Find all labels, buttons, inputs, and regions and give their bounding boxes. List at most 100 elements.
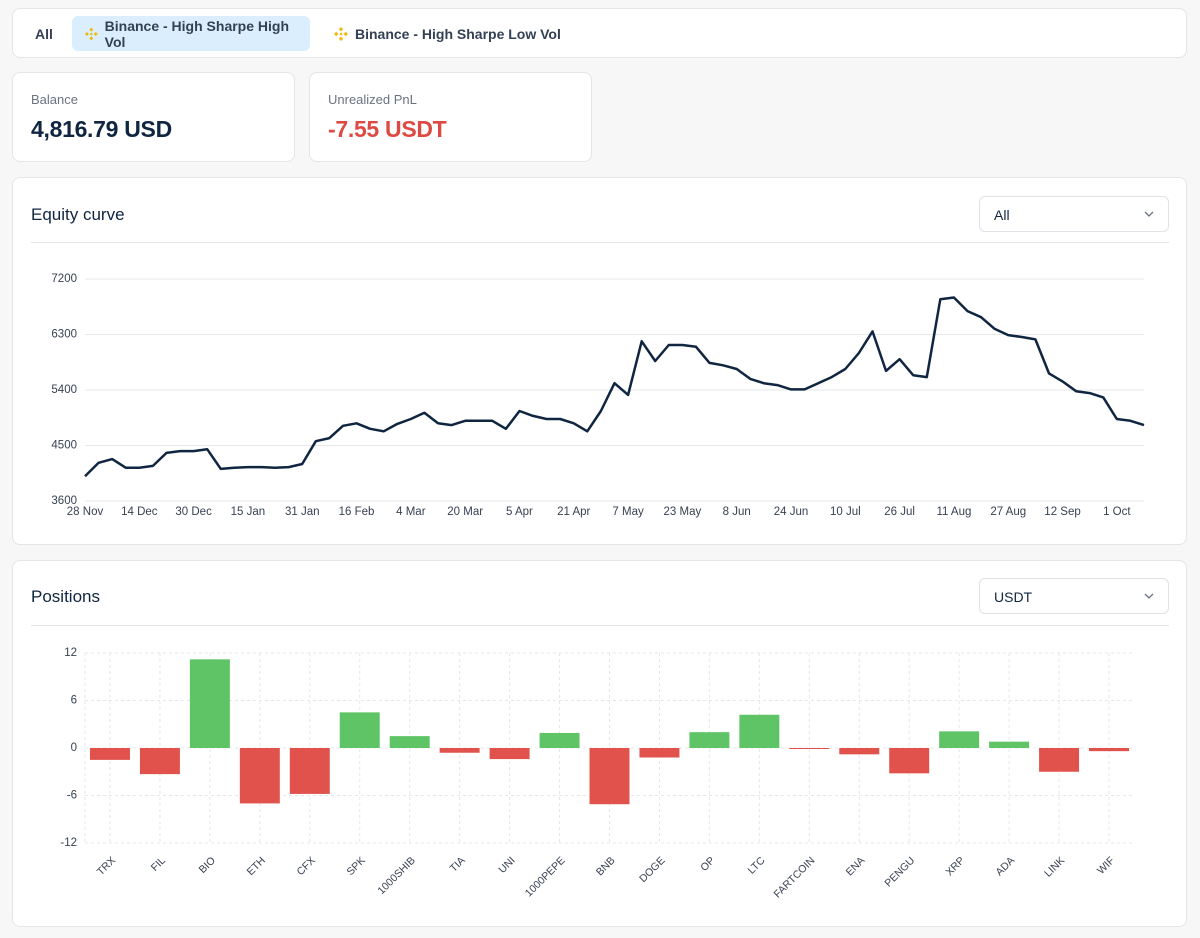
bar [1039, 748, 1080, 772]
x-tick-label: 4 Mar [396, 506, 426, 518]
equity-card: Equity curve All 3600 4500 5400 6300 7200 28 … [12, 177, 1187, 545]
x-tick-label: FARTCOIN [772, 855, 818, 901]
x-tick-label: 30 Dec [175, 506, 212, 518]
x-tick-label: TRX [95, 855, 118, 878]
x-tick-label: 28 Nov [67, 506, 104, 518]
bar [639, 748, 680, 758]
x-tick-label: 14 Dec [121, 506, 158, 518]
pnl-card: Unrealized PnL -7.55 USDT [309, 72, 592, 162]
card-value: 4,816.79 USD [31, 116, 172, 142]
x-tick-label: 1 Oct [1103, 506, 1131, 518]
y-tick-label: 6300 [51, 329, 77, 341]
tab[interactable]: Binance - High Sharpe Low Vol [321, 16, 575, 51]
chart: 12 6 0 -6 -12 TRX FIL BIO ETH CFX SPK 1000SHIB TIA UN… [60, 647, 1134, 901]
x-tick-label: 26 Jul [884, 506, 915, 518]
positions-card: Positions USDT 12 6 0 -6 -12 TRX FIL BIO ETH CFX S… [12, 560, 1187, 927]
x-tick-label: 7 May [612, 506, 644, 518]
x-tick-label: DOGE [637, 855, 667, 885]
x-tick-label: LTC [745, 854, 767, 876]
card-value: -7.55 USDT [328, 116, 447, 142]
card-label: Balance [31, 92, 78, 107]
x-tick-label: 27 Aug [990, 506, 1026, 518]
x-tick-label: 8 Jun [723, 506, 751, 518]
y-tick-label: 5400 [51, 384, 77, 396]
tab-label: Binance - High Sharpe Low Vol [355, 25, 561, 42]
x-tick-label: 23 May [664, 506, 702, 518]
y-tick-label: -12 [60, 837, 77, 849]
y-tick-label: 12 [64, 647, 77, 659]
bar [139, 748, 180, 775]
bar [339, 712, 380, 748]
divider [31, 242, 1169, 243]
tab[interactable]: All [35, 25, 53, 42]
x-tick-label: LINK [1042, 855, 1067, 880]
x-tick-label: ETH [245, 855, 268, 878]
x-tick-label: 21 Apr [557, 506, 590, 518]
x-tick-label: WIF [1095, 855, 1117, 877]
x-tick-label: CFX [295, 855, 318, 878]
x-tick-label: 5 Apr [506, 506, 533, 518]
x-tick-label: 12 Sep [1044, 506, 1080, 518]
x-tick-label: OP [698, 855, 717, 874]
x-tick-label: 24 Jun [774, 506, 809, 518]
x-tick-label: 11 Aug [936, 506, 971, 518]
dropdown-value: USDT [994, 589, 1033, 605]
tab[interactable]: Binance - High Sharpe High Vol [72, 16, 310, 51]
binance-icon [334, 26, 348, 41]
bar [289, 748, 330, 794]
bar [689, 732, 730, 748]
chart: 3600 4500 5400 6300 7200 28 Nov 14 Dec 30 Dec 15… [51, 273, 1145, 518]
bar [539, 732, 580, 748]
bar [989, 741, 1030, 748]
x-tick-label: SPK [344, 855, 367, 878]
bar [839, 748, 880, 755]
bar [789, 748, 830, 749]
x-tick-label: BIO [197, 855, 218, 876]
x-tick-label: ENA [844, 855, 868, 879]
dropdown[interactable]: USDT [979, 578, 1169, 614]
x-tick-label: PENGU [882, 855, 917, 890]
x-tick-label: BNB [594, 855, 618, 879]
x-tick-label: TIA [448, 855, 468, 875]
bar [239, 748, 280, 804]
x-tick-label: 31 Jan [285, 506, 320, 518]
bar [489, 748, 530, 760]
y-tick-label: 4500 [51, 440, 77, 452]
chevron [1144, 593, 1154, 599]
chart-title: Equity curve [31, 205, 125, 224]
x-tick-label: 15 Jan [231, 506, 266, 518]
x-tick-label: ADA [993, 855, 1017, 879]
dropdown[interactable]: All [979, 196, 1169, 232]
tab-bar: All Binance - High Sharpe High Vol Binan… [12, 8, 1187, 58]
y-tick-label: 6 [71, 695, 77, 707]
x-tick-label: 10 Jul [830, 506, 861, 518]
chart-title: Positions [31, 587, 100, 606]
bar [739, 714, 780, 748]
bar [439, 748, 480, 753]
x-tick-label: UNI [496, 855, 517, 876]
x-tick-label: 1000PEPE [523, 855, 568, 900]
tab-label: Binance - High Sharpe High Vol [104, 17, 290, 50]
bar [89, 748, 130, 760]
chevron [1144, 211, 1154, 217]
bar [189, 659, 230, 748]
dropdown-value: All [994, 207, 1010, 223]
y-tick-label: 3600 [51, 495, 77, 507]
bar [589, 748, 630, 805]
binance-icon [84, 27, 98, 40]
x-tick-label: XRP [944, 855, 968, 879]
y-tick-label: 0 [71, 742, 77, 754]
balance-card: Balance 4,816.79 USD [12, 72, 295, 162]
divider [31, 625, 1169, 626]
x-tick-label: 1000SHIB [375, 855, 417, 897]
bar [1089, 748, 1130, 752]
y-tick-label: -6 [67, 790, 77, 802]
equity-line [84, 296, 1145, 478]
bar [389, 736, 430, 748]
bar [889, 748, 930, 774]
y-tick-label: 7200 [51, 273, 77, 285]
bar [939, 731, 980, 748]
x-tick-label: 20 Mar [447, 506, 483, 518]
card-label: Unrealized PnL [328, 92, 417, 107]
